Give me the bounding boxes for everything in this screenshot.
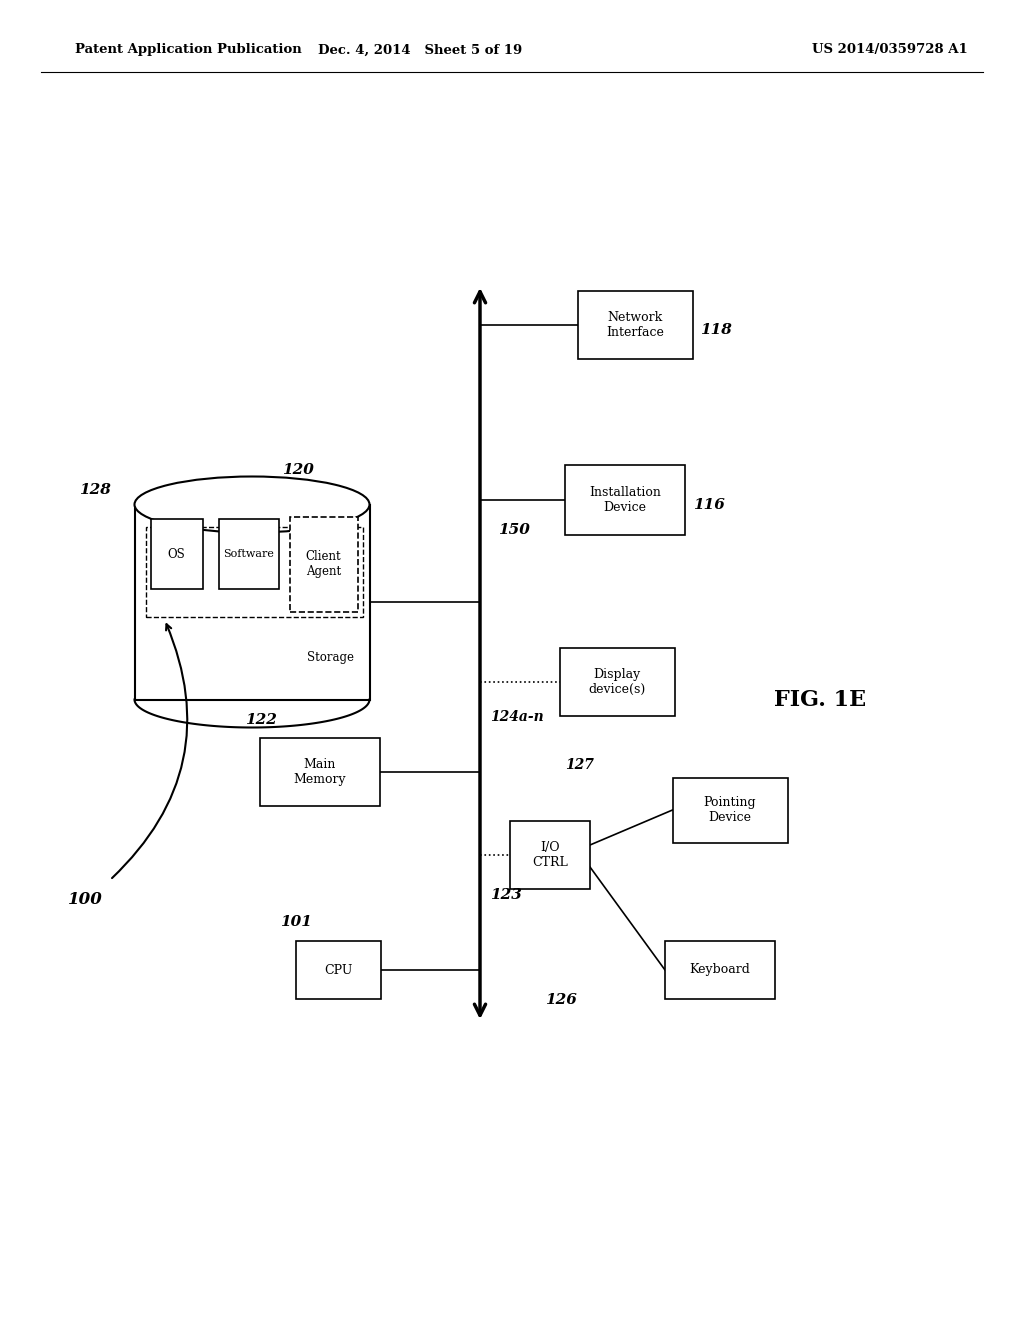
Bar [151, 519, 203, 589]
Text: Client
Agent: Client Agent [306, 550, 341, 578]
Text: Installation
Device: Installation Device [589, 486, 660, 513]
Text: 122: 122 [245, 713, 276, 727]
Bar [578, 290, 692, 359]
Text: 123: 123 [490, 888, 522, 902]
Text: 126: 126 [545, 993, 577, 1007]
Bar [565, 465, 685, 535]
Text: Network
Interface: Network Interface [606, 312, 664, 339]
Ellipse shape [134, 477, 370, 532]
Text: FIG. 1E: FIG. 1E [774, 689, 866, 711]
Text: 116: 116 [693, 498, 725, 512]
Text: US 2014/0359728 A1: US 2014/0359728 A1 [812, 44, 968, 57]
Text: 100: 100 [68, 891, 102, 908]
Bar [296, 941, 381, 999]
Text: Display
device(s): Display device(s) [589, 668, 645, 696]
Text: 128: 128 [80, 483, 112, 496]
Text: 101: 101 [281, 915, 312, 929]
Bar [218, 519, 279, 589]
Text: 120: 120 [282, 462, 314, 477]
Bar [559, 648, 675, 715]
Text: CPU: CPU [324, 964, 352, 977]
Text: Software: Software [223, 549, 274, 558]
Text: I/O
CTRL: I/O CTRL [532, 841, 568, 869]
Text: 127: 127 [565, 758, 594, 772]
Text: OS: OS [168, 548, 185, 561]
Text: 118: 118 [700, 323, 732, 337]
Text: Patent Application Publication: Patent Application Publication [75, 44, 302, 57]
Text: 150: 150 [498, 523, 529, 537]
Text: Storage: Storage [307, 651, 354, 664]
Text: 124a-n: 124a-n [490, 710, 544, 723]
Bar [673, 777, 787, 842]
Bar [290, 516, 357, 611]
Bar [145, 527, 362, 616]
Text: Keyboard: Keyboard [689, 964, 751, 977]
Bar [134, 504, 370, 700]
Text: Pointing
Device: Pointing Device [703, 796, 757, 824]
Bar [260, 738, 380, 807]
Bar [510, 821, 590, 888]
Text: Main
Memory: Main Memory [294, 758, 346, 785]
Bar [665, 941, 775, 999]
Text: Dec. 4, 2014   Sheet 5 of 19: Dec. 4, 2014 Sheet 5 of 19 [317, 44, 522, 57]
